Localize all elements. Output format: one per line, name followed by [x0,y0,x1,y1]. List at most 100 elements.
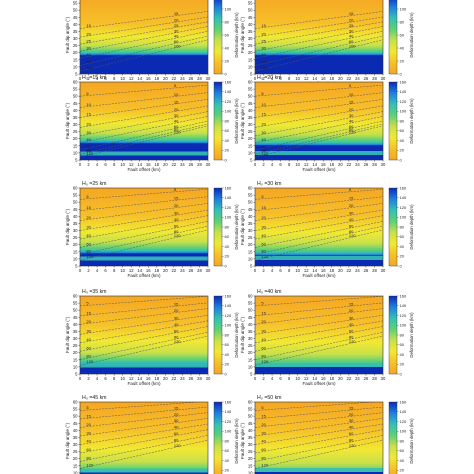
contour-line [80,225,208,255]
colorbar-tick-label: 80 [225,438,230,443]
x-tick-label: 2 [87,76,90,81]
x-tick-label: 8 [113,76,116,81]
contour-label: 80 [174,127,179,132]
deep-band [80,155,208,160]
y-tick-label: 40 [248,108,253,113]
contour-line [255,16,383,38]
colorbar-tick-label: 80 [225,332,230,337]
heatmap-field [80,296,208,374]
transition-band [80,256,208,261]
y-axis-label: Fault dip angle (°) [240,16,245,53]
contour-label: 80 [86,248,91,253]
contour-label: 30 [261,430,266,435]
y-tick-label: 30 [73,336,78,341]
y-tick-label: 20 [248,136,253,141]
contour-label: 20 [349,18,354,23]
x-tick-label: 16 [321,76,326,81]
x-tick-label: 10 [295,162,300,167]
x-tick-label: 8 [113,268,116,273]
x-tick-label: 2 [262,76,265,81]
x-tick-label: 20 [338,376,343,381]
x-tick-label: 18 [154,268,159,273]
colorbar-tick-label: 100 [400,109,407,114]
contour-label: 20 [261,122,266,127]
x-tick-label: 4 [96,76,99,81]
y-tick-label: 55 [73,407,78,412]
contour-label: 30 [349,28,354,33]
x-tick-label: 2 [262,162,265,167]
y-tick-label: 40 [73,322,78,327]
contour-line [255,296,383,307]
y-tick-label: 35 [73,435,78,440]
contour-line [255,331,383,361]
colorbar-tick-label: 120 [400,313,407,318]
contour-label: 5 [261,194,264,199]
contour-label: 100 [86,65,93,70]
plot-frame [254,187,384,267]
contour-label: 15 [174,11,179,16]
y-tick-label: 15 [248,357,253,362]
x-tick-label: 4 [271,76,274,81]
contour-line [80,16,208,38]
y-tick-label: 20 [73,456,78,461]
contour-line [80,35,208,66]
contour-label: 20 [349,412,354,417]
y-tick-label: 55 [73,193,78,198]
transition-band [80,363,208,368]
colorbar-tick-label: 60 [400,234,405,239]
plot-frame [79,187,209,267]
x-tick-label: 12 [129,162,134,167]
plot-frame [79,81,209,161]
x-tick-label: 8 [288,76,291,81]
y-axis-label: Fault dip angle (°) [65,422,70,459]
panel-title: H₀ =50 km [257,395,282,401]
contour-label: 40 [86,439,91,444]
y-tick-label: 30 [73,228,78,233]
colorbar-tick-label: 80 [400,224,405,229]
contour-label: 5 [174,187,177,192]
contour-line [80,418,208,437]
y-tick-label: 15 [73,463,78,468]
heatmap-field [80,82,208,160]
x-tick-label: 4 [96,376,99,381]
y-tick-label: 60 [248,186,253,191]
colorbar-tick-label: 0 [225,157,228,162]
y-tick-label: 5 [75,72,78,77]
contour-label: 30 [261,45,266,50]
y-tick-label: 10 [248,64,253,69]
x-tick-label: 10 [120,268,125,273]
y-tick-label: 55 [248,193,253,198]
contour-line [80,99,208,118]
colorbar-label: Deformation depth (km) [234,312,239,358]
y-tick-label: 45 [248,101,253,106]
colorbar-tick-label: 60 [400,128,405,133]
y-tick-label: 25 [73,43,78,48]
contour-line [80,188,208,200]
x-tick-label: 14 [137,268,142,273]
x-tick-label: 10 [295,76,300,81]
contour-line [255,111,383,137]
plot-frame [254,81,384,161]
contour-line [255,39,383,72]
contour-line [255,21,383,45]
contour-line [255,326,383,352]
contour-label: 60 [174,124,179,129]
contour-label: 20 [349,203,354,208]
contour-label: 80 [174,438,179,443]
colorbar-tick-label: 80 [225,118,230,123]
contour-line [255,92,383,108]
x-tick-label: 18 [329,376,334,381]
y-axis-label: Fault dip angle (°) [240,102,245,139]
x-tick-label: 12 [304,268,309,273]
y-tick-label: 20 [248,350,253,355]
y-axis-label: Fault dip angle (°) [65,316,70,353]
y-tick-label: 25 [73,129,78,134]
y-tick-label: 45 [248,15,253,20]
contour-label: 25 [174,23,179,28]
contour-line [80,11,208,29]
x-tick-label: 22 [172,376,177,381]
